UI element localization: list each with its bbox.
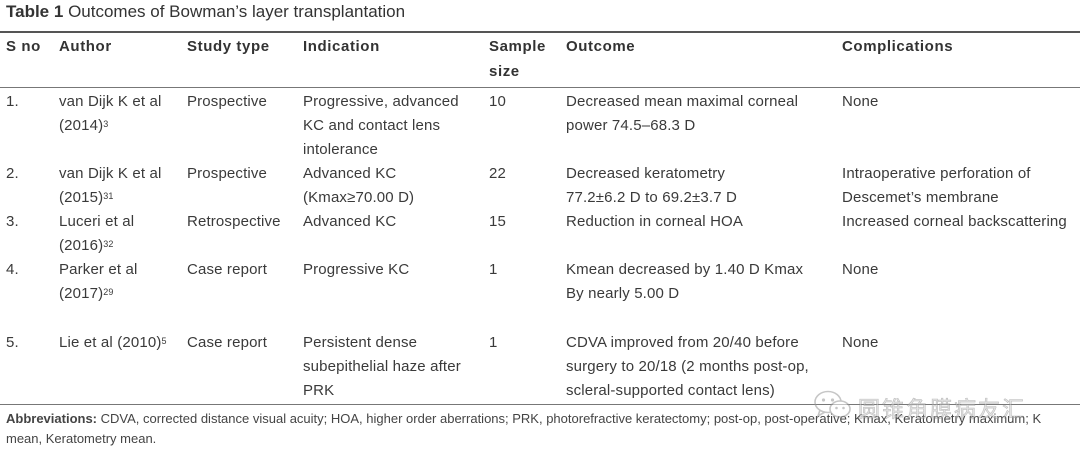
row-sample-size: 1 [489, 334, 498, 351]
row-sno: 1. [6, 93, 19, 110]
row-outcome: scleral-supported contact lens) [566, 382, 775, 399]
header-study-type: Study type [187, 38, 270, 55]
abbreviations-footnote: Abbreviations: CDVA, corrected distance … [6, 409, 1076, 449]
row-author: Lie et al (2010)5 [59, 334, 167, 351]
row-indication: Advanced KC [303, 213, 397, 230]
row-complications: None [842, 334, 879, 351]
row-author: Luceri et al [59, 213, 135, 230]
row-study-type: Retrospective [187, 213, 281, 230]
header-sno: S no [6, 38, 41, 55]
table-caption: Outcomes of Bowman’s layer transplantati… [68, 2, 406, 21]
row-outcome: surgery to 20/18 (2 months post-op, [566, 358, 809, 375]
row-outcome: Decreased keratometry [566, 165, 726, 182]
row-sno: 5. [6, 334, 19, 351]
row-outcome: Kmean decreased by 1.40 D Kmax [566, 261, 804, 278]
table-label: Table 1 [6, 2, 64, 21]
row-study-type: Prospective [187, 93, 268, 110]
row-indication: Progressive KC [303, 261, 410, 278]
reference-superscript: 32 [103, 239, 114, 249]
row-sno: 3. [6, 213, 19, 230]
header-author: Author [59, 38, 112, 55]
row-complications: Increased corneal backscattering [842, 213, 1067, 230]
row-outcome: 77.2±6.2 D to 69.2±3.7 D [566, 189, 738, 206]
row-outcome: By nearly 5.00 D [566, 285, 680, 302]
footnote-text: CDVA, corrected distance visual acuity; … [6, 411, 1042, 446]
top-rule [0, 31, 1080, 33]
row-study-type: Case report [187, 334, 268, 351]
row-author-year: (2015)31 [59, 189, 114, 206]
row-author: Parker et al [59, 261, 138, 278]
row-outcome: Reduction in corneal HOA [566, 213, 744, 230]
row-indication: subepithelial haze after [303, 358, 461, 375]
row-study-type: Case report [187, 261, 268, 278]
row-complications: Intraoperative perforation of [842, 165, 1031, 182]
row-outcome: CDVA improved from 20/40 before [566, 334, 799, 351]
row-indication: intolerance [303, 141, 379, 158]
row-author-year: (2017)29 [59, 285, 114, 302]
reference-superscript: 29 [103, 287, 114, 297]
row-indication: (Kmax≥70.00 D) [303, 189, 415, 206]
row-sno: 2. [6, 165, 19, 182]
row-complications: None [842, 261, 879, 278]
row-outcome: power 74.5–68.3 D [566, 117, 696, 134]
row-indication: KC and contact lens [303, 117, 441, 134]
row-indication: Advanced KC [303, 165, 397, 182]
row-outcome: Decreased mean maximal corneal [566, 93, 799, 110]
row-author-year: (2014)3 [59, 117, 109, 134]
reference-superscript: 3 [103, 119, 109, 129]
row-author: van Dijk K et al [59, 165, 162, 182]
row-indication: Progressive, advanced [303, 93, 459, 110]
row-sample-size: 1 [489, 261, 498, 278]
reference-superscript: 5 [161, 336, 167, 346]
header-complications: Complications [842, 38, 954, 55]
row-sample-size: 22 [489, 165, 506, 182]
watermark: 圆锥角膜病友汇 [812, 388, 1062, 424]
row-study-type: Prospective [187, 165, 268, 182]
row-author: van Dijk K et al [59, 93, 162, 110]
header-indication: Indication [303, 38, 380, 55]
header-rule [0, 87, 1080, 88]
header-sample: Sample [489, 38, 546, 55]
row-complications: None [842, 93, 879, 110]
row-sample-size: 15 [489, 213, 506, 230]
header-outcome: Outcome [566, 38, 636, 55]
row-sno: 4. [6, 261, 19, 278]
row-indication: Persistent dense [303, 334, 418, 351]
table-title: Table 1 Outcomes of Bowman’s layer trans… [6, 2, 405, 22]
row-indication: PRK [303, 382, 335, 399]
row-sample-size: 10 [489, 93, 506, 110]
wechat-icon [814, 390, 851, 418]
row-author-year: (2016)32 [59, 237, 114, 254]
header-size: size [489, 63, 520, 80]
row-complications: Descemet’s membrane [842, 189, 999, 206]
bottom-rule [0, 404, 1080, 405]
footnote-label: Abbreviations: [6, 411, 98, 426]
watermark-text: 圆锥角膜病友汇 [858, 398, 1027, 424]
reference-superscript: 31 [103, 191, 114, 201]
